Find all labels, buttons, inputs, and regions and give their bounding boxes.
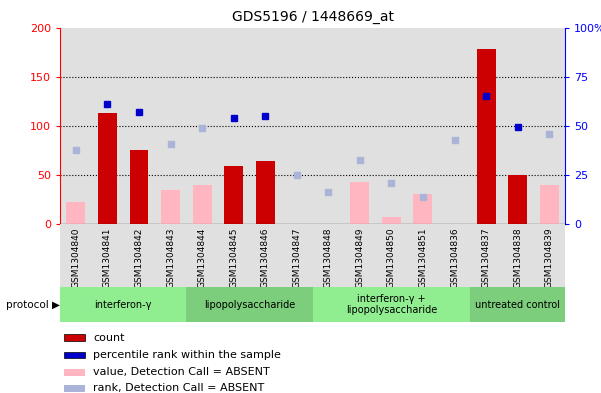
Bar <box>218 28 249 224</box>
Bar <box>313 28 344 224</box>
Bar <box>64 385 85 392</box>
Bar <box>98 113 117 224</box>
Bar <box>91 224 123 287</box>
Text: GSM1304840: GSM1304840 <box>72 227 81 288</box>
Bar <box>91 28 123 224</box>
Bar <box>439 224 470 287</box>
Bar <box>540 185 558 224</box>
Bar <box>155 224 186 287</box>
Bar <box>502 28 534 224</box>
Bar <box>186 287 313 322</box>
Text: GSM1304850: GSM1304850 <box>387 227 396 288</box>
Text: GSM1304841: GSM1304841 <box>103 227 112 288</box>
Bar <box>281 224 313 287</box>
Text: GSM1304843: GSM1304843 <box>166 227 175 288</box>
Bar <box>439 28 470 224</box>
Text: GSM1304844: GSM1304844 <box>198 227 207 288</box>
Bar <box>344 28 376 224</box>
Bar <box>508 175 527 224</box>
Text: GSM1304845: GSM1304845 <box>229 227 238 288</box>
Bar <box>407 224 439 287</box>
Bar <box>470 28 502 224</box>
Text: untreated control: untreated control <box>475 299 560 310</box>
Text: count: count <box>93 332 124 343</box>
Bar <box>256 161 275 224</box>
Text: GSM1304837: GSM1304837 <box>481 227 490 288</box>
Bar <box>313 224 344 287</box>
Bar <box>502 224 534 287</box>
Text: GSM1304838: GSM1304838 <box>513 227 522 288</box>
Bar <box>376 28 407 224</box>
Bar <box>350 182 369 224</box>
Title: GDS5196 / 1448669_at: GDS5196 / 1448669_at <box>231 10 394 24</box>
Bar <box>534 28 565 224</box>
Bar <box>64 334 85 341</box>
Bar <box>470 224 502 287</box>
Text: GSM1304842: GSM1304842 <box>135 227 144 288</box>
Bar <box>218 224 249 287</box>
Bar <box>477 49 495 224</box>
Bar <box>186 224 218 287</box>
Bar <box>64 369 85 376</box>
Bar <box>413 193 432 224</box>
Bar <box>161 189 180 224</box>
Bar <box>66 202 85 224</box>
Bar <box>313 287 470 322</box>
Bar <box>60 224 91 287</box>
Bar <box>123 28 155 224</box>
Bar <box>470 287 565 322</box>
Bar <box>64 352 85 358</box>
Bar <box>407 28 439 224</box>
Text: GSM1304851: GSM1304851 <box>418 227 427 288</box>
Bar <box>344 224 376 287</box>
Bar <box>249 28 281 224</box>
Bar <box>60 287 186 322</box>
Bar <box>123 224 155 287</box>
Text: protocol ▶: protocol ▶ <box>6 299 60 310</box>
Text: percentile rank within the sample: percentile rank within the sample <box>93 350 281 360</box>
Text: GSM1304847: GSM1304847 <box>292 227 301 288</box>
Text: GSM1304848: GSM1304848 <box>324 227 333 288</box>
Text: GSM1304849: GSM1304849 <box>355 227 364 288</box>
Text: value, Detection Call = ABSENT: value, Detection Call = ABSENT <box>93 367 270 377</box>
Bar <box>534 224 565 287</box>
Bar <box>192 185 212 224</box>
Bar <box>382 217 401 224</box>
Bar <box>224 166 243 224</box>
Bar <box>186 28 218 224</box>
Text: lipopolysaccharide: lipopolysaccharide <box>204 299 295 310</box>
Text: GSM1304846: GSM1304846 <box>261 227 270 288</box>
Text: interferon-γ: interferon-γ <box>94 299 152 310</box>
Text: rank, Detection Call = ABSENT: rank, Detection Call = ABSENT <box>93 383 264 393</box>
Bar <box>376 224 407 287</box>
Text: GSM1304839: GSM1304839 <box>545 227 554 288</box>
Bar <box>249 224 281 287</box>
Bar <box>60 28 91 224</box>
Bar <box>281 28 313 224</box>
Bar <box>155 28 186 224</box>
Text: GSM1304836: GSM1304836 <box>450 227 459 288</box>
Text: interferon-γ +
lipopolysaccharide: interferon-γ + lipopolysaccharide <box>346 294 437 315</box>
Bar <box>129 150 148 224</box>
